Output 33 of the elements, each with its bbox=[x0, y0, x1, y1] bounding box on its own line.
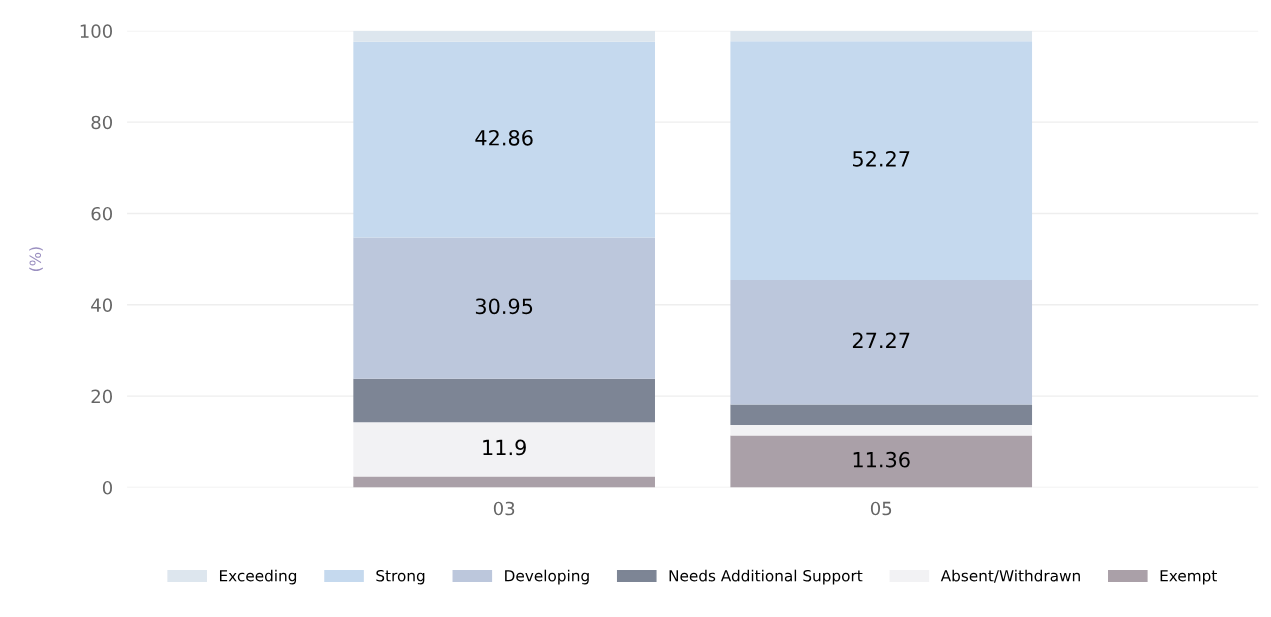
data-label: 27.27 bbox=[852, 332, 910, 349]
bar bbox=[353, 30, 655, 42]
x-tick-label: 05 bbox=[870, 501, 892, 516]
legend-label: Exempt bbox=[1160, 570, 1217, 585]
y-tick-label: 80 bbox=[91, 115, 113, 130]
bar bbox=[730, 280, 1033, 405]
data-label: 30.95 bbox=[475, 298, 533, 315]
bar bbox=[730, 30, 1033, 42]
y-axis-title: (%) bbox=[29, 247, 43, 272]
bar bbox=[730, 41, 1033, 281]
y-tick-label: 0 bbox=[102, 480, 113, 495]
data-label: 52.27 bbox=[853, 150, 910, 167]
bar bbox=[730, 435, 1033, 488]
data-label: 11.36 bbox=[853, 451, 910, 468]
legend-label: Exceeding bbox=[219, 569, 297, 585]
legend-label: Developing bbox=[505, 569, 589, 585]
bar bbox=[353, 378, 655, 423]
legend-label: Needs Additional Support bbox=[669, 569, 863, 585]
data-label: 42.86 bbox=[475, 129, 533, 146]
y-tick-label: 100 bbox=[80, 24, 113, 38]
bar bbox=[353, 41, 655, 238]
bar bbox=[730, 404, 1033, 426]
bar bbox=[353, 237, 655, 379]
data-label: 11.9 bbox=[483, 439, 526, 456]
bar bbox=[353, 422, 655, 477]
x-tick-label: 03 bbox=[493, 501, 515, 516]
y-tick-label: 20 bbox=[91, 389, 113, 404]
legend-label: Absent/Withdrawn bbox=[940, 569, 1080, 583]
bar bbox=[353, 476, 655, 488]
y-tick-label: 40 bbox=[91, 298, 113, 312]
y-tick-label: 60 bbox=[91, 206, 113, 221]
bar bbox=[730, 425, 1033, 436]
legend-label: Strong bbox=[376, 569, 425, 585]
